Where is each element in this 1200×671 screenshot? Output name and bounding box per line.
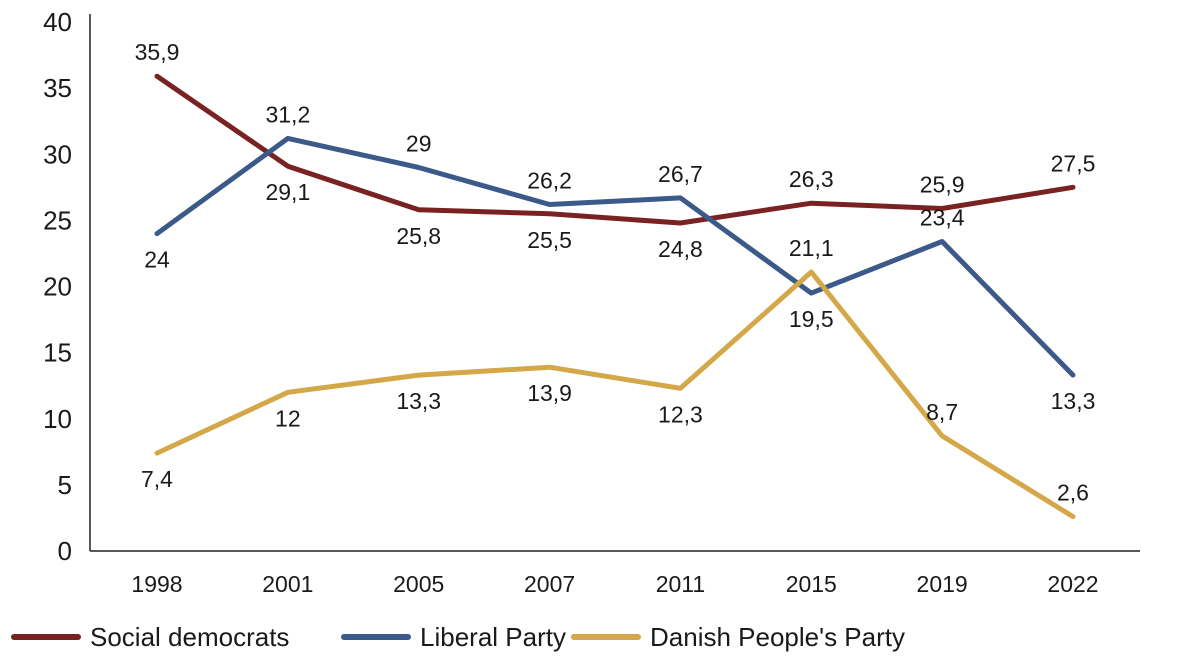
- data-label: 2,6: [1057, 480, 1089, 506]
- data-label: 24: [144, 247, 170, 273]
- x-tick-label: 2001: [262, 571, 313, 597]
- x-axis: 1998 2001 2005 2007 2011 2015 2019 2022: [90, 550, 1140, 597]
- series-line-1: [154, 73, 1076, 226]
- y-tick-label: 0: [58, 536, 72, 566]
- x-tick-label: 2019: [917, 571, 968, 597]
- data-label: 8,7: [926, 399, 958, 425]
- x-tick-label: 2022: [1047, 571, 1098, 597]
- data-label: 29,1: [265, 179, 310, 205]
- x-tick-label: 2007: [524, 571, 575, 597]
- legend-label: Liberal Party: [420, 622, 566, 652]
- series-line-3: [154, 269, 1076, 520]
- y-tick-label: 40: [43, 7, 72, 37]
- x-tick-label: 1998: [131, 571, 182, 597]
- y-tick-label: 15: [43, 338, 72, 368]
- data-label: 26,7: [658, 161, 703, 187]
- data-label: 35,9: [135, 39, 180, 65]
- data-label: 23,4: [920, 205, 965, 231]
- data-label: 27,5: [1051, 150, 1096, 176]
- data-label: 26,3: [789, 166, 834, 192]
- legend-label: Social democrats: [90, 622, 289, 652]
- series-line-2: [154, 135, 1076, 378]
- y-tick-label: 20: [43, 272, 72, 302]
- x-tick-label: 2005: [393, 571, 444, 597]
- data-label: 25,9: [920, 171, 965, 197]
- x-tick-label: 2011: [656, 571, 705, 597]
- x-tick-label: 2015: [786, 571, 837, 597]
- data-label: 25,5: [527, 227, 572, 253]
- y-tick-label: 30: [43, 139, 72, 169]
- data-label: 26,2: [527, 168, 572, 194]
- y-tick-label: 5: [58, 470, 72, 500]
- y-tick-label: 35: [43, 73, 72, 103]
- y-tick-label: 10: [43, 404, 72, 434]
- data-label: 21,1: [789, 235, 834, 261]
- y-tick-label: 25: [43, 205, 72, 235]
- legend-label: Danish People's Party: [650, 622, 905, 652]
- data-label: 12: [275, 405, 301, 431]
- data-label: 25,8: [396, 223, 441, 249]
- data-label: 13,3: [1051, 388, 1096, 414]
- data-label: 31,2: [265, 101, 310, 127]
- data-labels: 35,9 29,1 25,8 25,5 24,8 26,3 25,9 27,5 24 31,2 29…: [135, 39, 1096, 505]
- data-label: 12,3: [658, 401, 703, 427]
- y-axis: 0 5 10 15 20 25 30 35 40: [43, 7, 91, 566]
- data-label: 13,9: [527, 380, 572, 406]
- data-label: 24,8: [658, 236, 703, 262]
- data-label: 13,3: [396, 388, 441, 414]
- data-label: 19,5: [789, 306, 834, 332]
- legend: Social democrats Liberal Party Danish Peop…: [11, 622, 905, 652]
- data-label: 29: [406, 130, 432, 156]
- series-lines: [154, 73, 1076, 520]
- data-label: 7,4: [141, 466, 173, 492]
